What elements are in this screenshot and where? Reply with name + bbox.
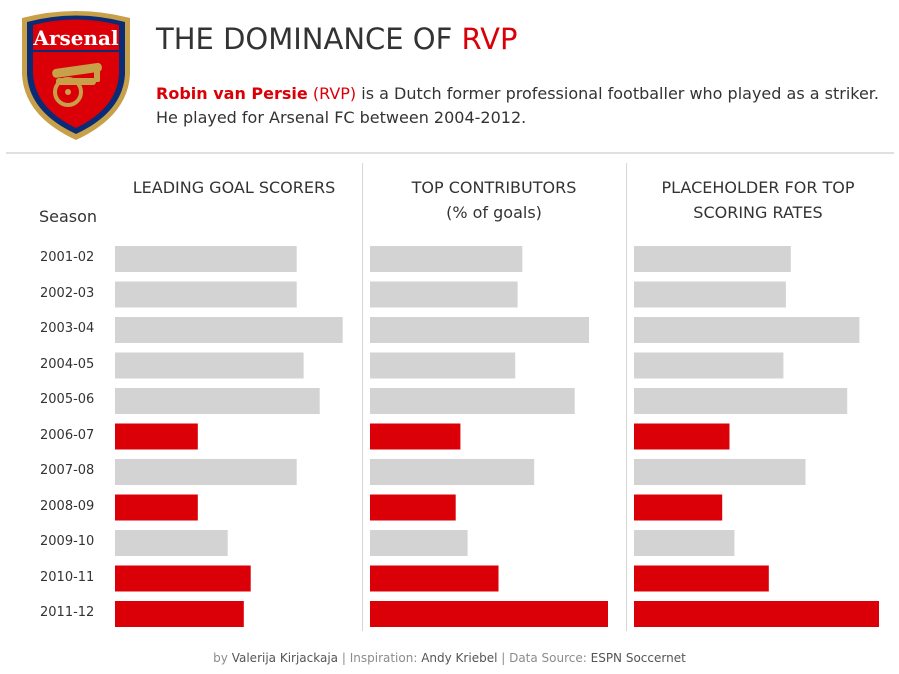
- footer-author: Valerija Kirjackaja: [231, 651, 339, 665]
- bar-scoring-rates-2003-04: [634, 317, 860, 343]
- bar-contributors-2010-11: [370, 565, 499, 592]
- bar-contributors-2006-07: [370, 423, 461, 450]
- bar-scoring-rates-2008-09: [634, 494, 723, 521]
- footer-credits: by Valerija Kirjackaja | Inspiration: An…: [0, 651, 899, 665]
- panel-title-goal-scorers: LEADING GOAL SCORERS: [132, 178, 336, 197]
- bar-contributors-2002-03: [370, 281, 518, 308]
- bar-scoring-rates-2011-12: [634, 601, 879, 627]
- title-prefix: THE DOMINANCE OF: [156, 22, 462, 56]
- cannon-icon: [52, 62, 102, 107]
- panel-title-contributors: TOP CONTRIBUTORS (% of goals): [411, 178, 577, 222]
- arsenal-logo: Arsenal: [22, 11, 130, 140]
- bar-goal-scorers-2011-12: [115, 601, 244, 627]
- bar-contributors-2007-08: [370, 459, 535, 485]
- title-accent: RVP: [461, 22, 518, 56]
- logo-wordmark: Arsenal: [32, 26, 119, 50]
- season-label: 2002-03: [40, 286, 95, 301]
- bar-scoring-rates-2001-02: [634, 246, 791, 272]
- page-title: THE DOMINANCE OF RVP: [156, 22, 517, 56]
- panel-divider: [362, 163, 363, 631]
- bar-scoring-rates-2006-07: [634, 423, 730, 450]
- description: Robin van Persie (RVP) is a Dutch former…: [156, 82, 886, 130]
- bar-goal-scorers-2009-10: [115, 530, 228, 556]
- bar-scoring-rates-2009-10: [634, 530, 735, 556]
- footer-by: by: [213, 651, 232, 665]
- bar-goal-scorers-2004-05: [115, 352, 304, 379]
- header-divider: [6, 152, 894, 154]
- bar-contributors-2004-05: [370, 352, 516, 379]
- bar-contributors-2003-04: [370, 317, 589, 343]
- footer-inspiration: Andy Kriebel: [421, 651, 498, 665]
- footer-sep-inspiration: | Inspiration:: [338, 651, 422, 665]
- bar-contributors-2008-09: [370, 494, 456, 521]
- season-label: 2003-04: [40, 321, 95, 336]
- bar-contributors-2009-10: [370, 530, 468, 556]
- season-label: 2004-05: [40, 357, 95, 372]
- header: Arsenal THE DOMINANCE OF RVP Robin van P…: [0, 0, 899, 152]
- bar-goal-scorers-2007-08: [115, 459, 297, 485]
- bar-scoring-rates-2007-08: [634, 459, 806, 485]
- season-label: 2007-08: [40, 463, 95, 478]
- season-label: 2010-11: [40, 570, 95, 585]
- bar-goal-scorers-2001-02: [115, 246, 297, 272]
- season-label: 2006-07: [40, 428, 95, 443]
- season-label: 2009-10: [40, 534, 95, 549]
- description-name: Robin van Persie: [156, 84, 308, 103]
- panel-title-scoring-rates: PLACEHOLDER FOR TOP SCORING RATES: [661, 178, 855, 222]
- bar-scoring-rates-2004-05: [634, 352, 784, 379]
- footer-sep-source: | Data Source:: [497, 651, 591, 665]
- row-header-season: Season: [39, 207, 98, 226]
- bar-goal-scorers-2006-07: [115, 423, 198, 450]
- bar-goal-scorers-2002-03: [115, 281, 297, 308]
- bar-scoring-rates-2002-03: [634, 281, 786, 308]
- description-abbrev: (RVP): [312, 84, 357, 103]
- logo-shield-top: [33, 19, 119, 50]
- bar-scoring-rates-2010-11: [634, 565, 769, 592]
- season-label: 2005-06: [40, 392, 95, 407]
- bar-scoring-rates-2005-06: [634, 388, 848, 414]
- panel-divider: [626, 163, 627, 631]
- bar-goal-scorers-2005-06: [115, 388, 320, 414]
- season-label: 2008-09: [40, 499, 95, 514]
- bar-goal-scorers-2008-09: [115, 494, 198, 521]
- bar-contributors-2001-02: [370, 246, 523, 272]
- description-rest: is a Dutch former professional footballe…: [156, 84, 879, 127]
- bar-contributors-2005-06: [370, 388, 575, 414]
- bar-goal-scorers-2010-11: [115, 565, 251, 592]
- bar-goal-scorers-2003-04: [115, 317, 343, 343]
- season-label: 2011-12: [40, 605, 95, 620]
- season-label: 2001-02: [40, 250, 95, 265]
- footer-source: ESPN Soccernet: [590, 651, 686, 665]
- bar-contributors-2011-12: [370, 601, 608, 627]
